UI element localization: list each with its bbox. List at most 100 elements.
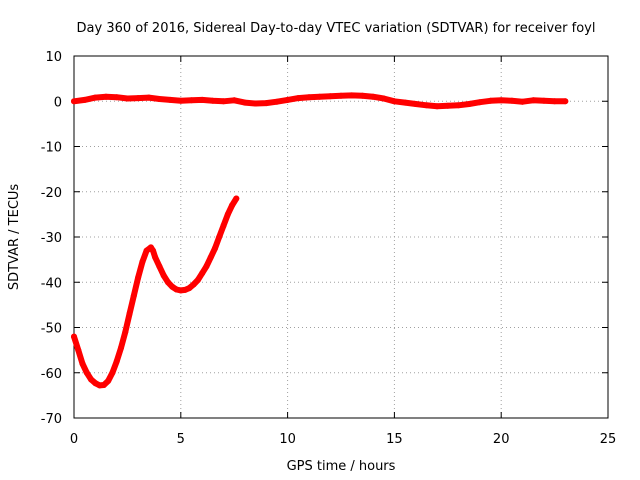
data-point	[92, 94, 99, 101]
data-point	[156, 96, 163, 102]
data-point	[224, 211, 231, 218]
data-point	[391, 98, 398, 105]
data-point	[540, 97, 547, 104]
data-point	[498, 97, 505, 104]
data-point	[194, 277, 201, 283]
axis-ticks: 0 5 10 15 20 25 10 0 -10 -20 -30 -40 -50 -60 -70	[41, 50, 617, 447]
data-point	[156, 263, 163, 270]
data-point	[412, 101, 419, 107]
x-tick-label: 10	[279, 432, 296, 447]
data-point	[338, 92, 344, 99]
data-point	[199, 96, 206, 103]
data-point	[316, 93, 323, 100]
data-point	[135, 274, 142, 281]
data-point	[105, 377, 112, 384]
data-point	[71, 333, 77, 340]
data-point	[455, 102, 462, 109]
y-tick-label: -20	[41, 186, 62, 201]
data-point	[126, 310, 133, 317]
data-point	[423, 102, 430, 109]
data-point	[306, 94, 312, 101]
data-point	[220, 222, 227, 229]
data-point	[229, 202, 236, 209]
data-point	[402, 99, 409, 106]
data-point	[327, 93, 334, 100]
data-point	[188, 97, 195, 104]
y-tick-label: -70	[41, 412, 62, 427]
data-point	[109, 369, 116, 376]
data-point	[519, 98, 526, 105]
series-line	[71, 195, 240, 389]
data-point	[348, 92, 355, 99]
y-axis-label: SDTVAR / TECUs	[7, 184, 22, 291]
data-point	[199, 270, 206, 277]
data-point	[508, 97, 515, 104]
data-point	[118, 344, 124, 351]
grid-lines	[74, 56, 608, 418]
x-tick-label: 5	[177, 432, 185, 447]
data-point	[71, 98, 77, 105]
data-point	[203, 263, 210, 270]
data-point	[83, 369, 90, 376]
x-tick-label: 20	[493, 432, 510, 447]
data-point	[186, 285, 193, 292]
x-axis-label: GPS time / hours	[287, 459, 396, 474]
series-dip-segment	[71, 195, 240, 389]
data-point	[79, 360, 86, 367]
data-point	[152, 254, 159, 261]
x-tick-label: 15	[386, 432, 403, 447]
data-point	[530, 97, 537, 104]
data-point	[139, 258, 146, 265]
y-tick-label: -10	[41, 141, 62, 156]
data-point	[212, 245, 218, 252]
data-point	[190, 281, 197, 288]
data-point	[96, 382, 103, 389]
data-point	[231, 97, 238, 104]
data-point	[284, 96, 291, 103]
data-point	[75, 347, 82, 354]
data-point	[160, 272, 167, 279]
data-point	[122, 329, 129, 335]
y-tick-label: 0	[54, 95, 62, 110]
data-series	[71, 92, 569, 389]
data-point	[252, 100, 259, 107]
data-point	[551, 98, 558, 105]
data-point	[113, 358, 120, 365]
data-point	[273, 98, 280, 105]
y-tick-label: -30	[41, 231, 62, 246]
data-point	[444, 102, 451, 109]
data-point	[263, 100, 270, 107]
data-point	[359, 92, 366, 99]
data-point	[113, 94, 120, 101]
data-point	[466, 101, 473, 107]
data-point	[434, 103, 441, 110]
y-tick-label: 10	[45, 50, 62, 65]
x-tick-label: 25	[600, 432, 617, 447]
data-point	[380, 95, 387, 102]
data-point	[207, 254, 214, 261]
data-point	[209, 97, 216, 104]
data-point	[135, 95, 142, 102]
data-point	[103, 93, 109, 100]
data-point	[165, 279, 171, 286]
y-tick-label: -40	[41, 276, 62, 291]
data-point	[233, 195, 240, 202]
y-tick-label: -50	[41, 322, 62, 337]
data-point	[476, 99, 483, 106]
x-tick-label: 0	[70, 432, 78, 447]
data-point	[216, 234, 223, 240]
data-point	[177, 97, 184, 104]
data-point	[100, 382, 107, 388]
data-point	[167, 96, 174, 103]
data-point	[220, 98, 227, 105]
series-near-zero-segment	[71, 92, 569, 110]
data-point	[130, 292, 137, 299]
y-tick-label: -60	[41, 367, 62, 382]
data-point	[487, 97, 494, 104]
data-point	[295, 95, 302, 102]
data-point	[241, 99, 248, 106]
data-point	[150, 247, 156, 254]
chart-title: Day 360 of 2016, Sidereal Day-to-day VTE…	[77, 21, 596, 36]
data-point	[81, 96, 88, 103]
